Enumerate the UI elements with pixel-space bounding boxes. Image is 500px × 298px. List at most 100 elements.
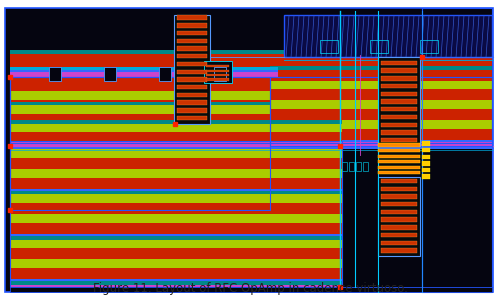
Bar <box>381 202 417 207</box>
Bar <box>204 61 232 83</box>
Bar <box>10 234 342 236</box>
Bar <box>378 160 420 163</box>
Bar <box>10 236 342 240</box>
Bar <box>206 69 229 72</box>
Bar <box>10 153 270 164</box>
Bar <box>422 161 430 166</box>
Bar <box>10 184 270 193</box>
Bar <box>177 46 207 51</box>
Bar <box>378 171 420 174</box>
Bar <box>10 268 342 279</box>
Bar <box>349 162 354 171</box>
Bar <box>10 69 278 72</box>
Bar <box>381 61 417 65</box>
Bar <box>422 174 430 179</box>
Bar <box>206 65 229 67</box>
Bar <box>342 162 347 171</box>
Bar <box>10 281 342 285</box>
Bar <box>10 67 492 77</box>
Bar <box>177 23 207 28</box>
Bar <box>284 15 492 58</box>
Bar <box>10 146 342 149</box>
Bar <box>270 109 492 120</box>
Bar <box>10 139 492 143</box>
Bar <box>177 39 207 43</box>
Bar <box>381 225 417 229</box>
Bar <box>270 69 492 80</box>
Bar <box>10 204 270 207</box>
Bar <box>10 145 270 153</box>
Bar <box>270 100 492 109</box>
Bar <box>214 67 226 80</box>
Bar <box>10 124 492 137</box>
Bar <box>422 8 492 292</box>
Bar <box>378 149 420 152</box>
Bar <box>10 259 342 268</box>
Bar <box>10 173 270 184</box>
Bar <box>206 74 229 76</box>
Bar <box>104 67 116 80</box>
Bar <box>10 67 278 69</box>
Bar <box>270 142 492 146</box>
Bar <box>10 223 342 234</box>
Bar <box>381 115 417 119</box>
Bar <box>10 124 342 132</box>
Bar <box>378 166 420 169</box>
Bar <box>10 147 492 149</box>
Bar <box>10 169 342 178</box>
Bar <box>378 177 420 256</box>
Bar <box>422 148 430 152</box>
Bar <box>10 285 342 287</box>
Bar <box>10 158 342 169</box>
Bar <box>177 54 207 58</box>
Bar <box>10 141 342 287</box>
Bar <box>10 125 270 134</box>
Bar <box>177 100 207 105</box>
Bar <box>177 69 207 74</box>
Bar <box>378 143 420 147</box>
Bar <box>10 77 270 210</box>
Bar <box>381 138 417 142</box>
Bar <box>10 120 342 124</box>
Bar <box>10 203 342 214</box>
Bar <box>10 194 342 203</box>
Bar <box>49 67 61 80</box>
Bar <box>356 162 361 171</box>
Bar <box>10 207 270 210</box>
Bar <box>10 77 492 143</box>
Bar <box>10 279 342 281</box>
Bar <box>10 287 492 292</box>
Bar <box>10 137 492 139</box>
Bar <box>270 80 492 89</box>
Bar <box>10 143 342 146</box>
Bar <box>10 50 492 54</box>
Bar <box>10 164 270 173</box>
Bar <box>10 248 342 259</box>
Bar <box>10 114 492 124</box>
Bar <box>10 142 492 146</box>
Bar <box>381 233 417 237</box>
Bar <box>177 15 207 20</box>
Bar <box>159 67 171 80</box>
Bar <box>370 40 388 53</box>
Bar <box>378 155 420 158</box>
Bar <box>177 77 207 82</box>
Bar <box>422 168 430 172</box>
Bar <box>320 40 338 53</box>
Bar <box>177 31 207 35</box>
Bar <box>177 108 207 113</box>
Bar <box>270 77 492 146</box>
Bar <box>381 248 417 253</box>
Bar <box>422 155 430 159</box>
Bar <box>378 58 420 146</box>
Bar <box>422 141 430 146</box>
Bar <box>381 122 417 127</box>
Bar <box>381 194 417 199</box>
Bar <box>10 77 492 91</box>
Bar <box>381 218 417 222</box>
Bar <box>10 134 270 145</box>
Bar <box>10 189 342 191</box>
Bar <box>270 120 492 129</box>
Bar <box>381 99 417 104</box>
Bar <box>10 114 270 125</box>
